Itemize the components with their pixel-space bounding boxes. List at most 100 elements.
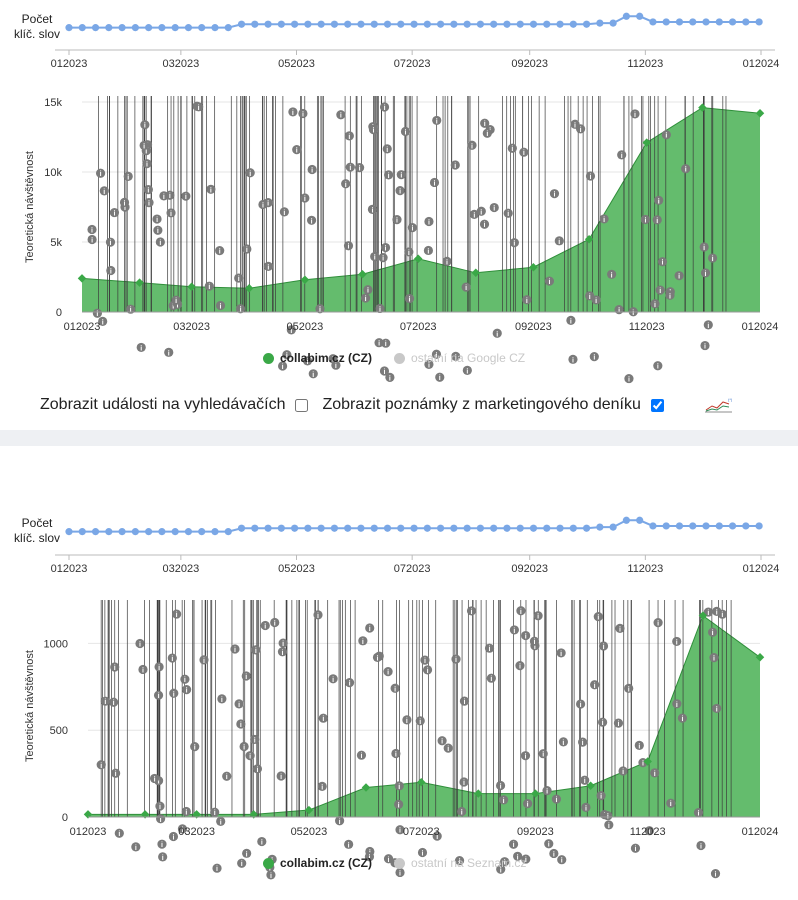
event-info-icon[interactable] [215,300,226,311]
event-info-icon[interactable] [598,641,609,651]
event-info-icon[interactable] [317,781,327,791]
keywords-point[interactable] [556,20,564,28]
event-info-icon[interactable] [194,102,204,112]
event-info-icon[interactable] [693,808,704,818]
event-info-icon[interactable] [557,855,567,865]
keywords-point[interactable] [224,528,232,536]
event-info-icon[interactable] [700,340,710,351]
event-info-icon[interactable] [392,215,402,225]
event-info-icon[interactable] [607,269,617,279]
keywords-point[interactable] [702,522,710,530]
keywords-point[interactable] [158,24,166,32]
event-info-icon[interactable] [375,303,385,314]
event-info-icon[interactable] [306,215,317,225]
event-info-icon[interactable] [522,295,532,305]
event-info-icon[interactable] [617,150,627,160]
keywords-point[interactable] [755,18,763,26]
event-info-icon[interactable] [263,198,273,208]
event-info-icon[interactable] [109,207,120,218]
event-info-icon[interactable] [521,630,531,641]
traffic-point[interactable] [416,778,426,787]
legend-item-main[interactable]: collabim.cz (CZ) [263,351,372,365]
event-info-icon[interactable] [241,671,251,681]
event-info-icon[interactable] [598,717,608,727]
traffic-point[interactable] [531,789,540,798]
event-info-icon[interactable] [593,611,603,622]
event-info-icon[interactable] [566,315,576,325]
keywords-point[interactable] [662,522,670,530]
event-info-icon[interactable] [521,854,531,864]
event-info-icon[interactable] [230,644,240,654]
event-info-icon[interactable] [415,716,425,726]
event-info-icon[interactable] [519,147,529,157]
event-info-icon[interactable] [568,354,578,364]
event-info-icon[interactable] [417,847,428,858]
keywords-point[interactable] [450,524,458,532]
event-info-icon[interactable] [395,825,405,835]
traffic-point[interactable] [358,269,367,279]
event-info-icon[interactable] [420,655,430,665]
event-info-icon[interactable] [158,852,168,862]
keywords-point[interactable] [277,20,285,28]
keywords-point[interactable] [131,24,139,32]
keywords-point[interactable] [715,522,723,530]
event-info-icon[interactable] [630,109,640,119]
event-info-icon[interactable] [657,257,668,267]
keywords-point[interactable] [198,24,206,32]
event-info-icon[interactable] [177,824,188,834]
event-info-icon[interactable] [123,171,133,181]
event-info-icon[interactable] [378,253,388,263]
event-info-icon[interactable] [239,741,249,752]
event-info-icon[interactable] [479,219,490,229]
event-info-icon[interactable] [394,799,404,809]
traffic-point[interactable] [135,278,144,287]
keywords-point[interactable] [370,20,378,28]
event-info-icon[interactable] [396,170,406,180]
event-info-icon[interactable] [341,179,351,189]
event-info-icon[interactable] [556,648,566,658]
keywords-point[interactable] [436,524,445,532]
event-info-icon[interactable] [343,241,354,251]
event-info-icon[interactable] [263,261,273,272]
event-info-icon[interactable] [140,120,150,130]
legend-item-other[interactable]: ostatní na Seznam.cz [394,856,526,870]
keywords-point[interactable] [383,524,392,532]
event-info-icon[interactable] [166,208,176,218]
event-info-icon[interactable] [424,216,434,227]
keywords-point[interactable] [596,523,604,531]
search-events-checkbox[interactable] [295,398,309,412]
event-info-icon[interactable] [513,851,523,861]
event-info-icon[interactable] [580,775,590,785]
keywords-point[interactable] [145,24,153,32]
event-info-icon[interactable] [581,802,591,812]
event-info-icon[interactable] [235,304,246,314]
event-info-icon[interactable] [372,652,383,662]
event-info-icon[interactable] [139,140,149,151]
keywords-point[interactable] [728,18,737,26]
event-info-icon[interactable] [278,361,288,371]
event-info-icon[interactable] [630,843,641,853]
event-info-icon[interactable] [157,839,167,849]
traffic-point[interactable] [244,283,254,293]
keywords-point[interactable] [397,20,405,28]
event-info-icon[interactable] [538,749,548,759]
event-info-icon[interactable] [451,654,461,664]
event-info-icon[interactable] [674,271,684,281]
event-info-icon[interactable] [111,768,121,778]
event-info-icon[interactable] [508,839,519,849]
traffic-point[interactable] [304,805,314,815]
traffic-point[interactable] [474,789,483,798]
event-info-icon[interactable] [486,673,496,683]
event-info-icon[interactable] [604,820,614,830]
keywords-point[interactable] [543,524,551,532]
event-info-icon[interactable] [666,798,676,808]
event-info-icon[interactable] [558,737,569,747]
keywords-point[interactable] [145,528,153,536]
event-info-icon[interactable] [245,751,255,761]
keywords-point[interactable] [649,18,657,26]
event-info-icon[interactable] [590,680,600,690]
event-info-icon[interactable] [429,177,440,188]
keywords-point[interactable] [543,20,551,28]
event-info-icon[interactable] [344,131,354,141]
keywords-point[interactable] [251,524,259,532]
